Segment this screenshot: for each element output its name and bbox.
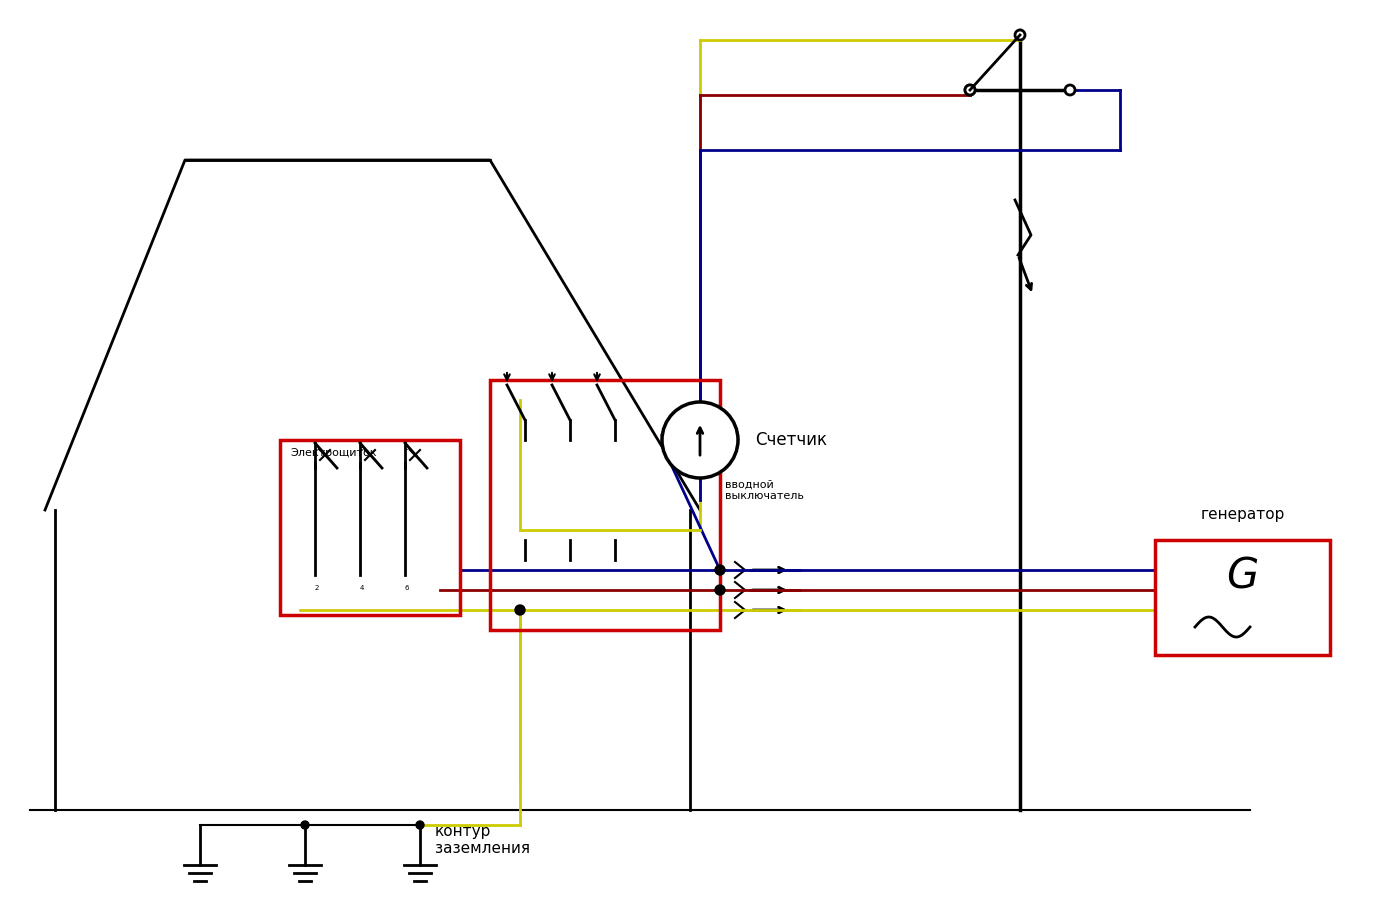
Text: 3: 3 bbox=[360, 445, 365, 451]
Circle shape bbox=[416, 821, 424, 829]
Circle shape bbox=[1064, 85, 1076, 95]
Text: 6: 6 bbox=[405, 585, 409, 591]
Circle shape bbox=[965, 85, 974, 95]
Text: контур
заземления: контур заземления bbox=[435, 824, 529, 856]
Text: вводной
выключатель: вводной выключатель bbox=[725, 479, 804, 501]
Text: Электрощиток: Электрощиток bbox=[290, 448, 377, 458]
Circle shape bbox=[516, 605, 525, 615]
Bar bbox=[1155, 540, 1331, 655]
Circle shape bbox=[663, 402, 737, 478]
Text: генератор: генератор bbox=[1200, 507, 1285, 522]
Bar bbox=[280, 440, 460, 615]
Text: 1: 1 bbox=[315, 445, 319, 451]
Circle shape bbox=[715, 585, 725, 595]
Circle shape bbox=[715, 565, 725, 575]
Text: G: G bbox=[1227, 555, 1258, 598]
Text: 4: 4 bbox=[360, 585, 365, 591]
Text: Счетчик: Счетчик bbox=[755, 431, 827, 449]
Circle shape bbox=[301, 821, 309, 829]
Bar bbox=[491, 380, 719, 630]
Circle shape bbox=[1015, 30, 1026, 40]
Text: 2: 2 bbox=[315, 585, 319, 591]
Text: 5: 5 bbox=[405, 445, 409, 451]
Circle shape bbox=[965, 85, 974, 95]
